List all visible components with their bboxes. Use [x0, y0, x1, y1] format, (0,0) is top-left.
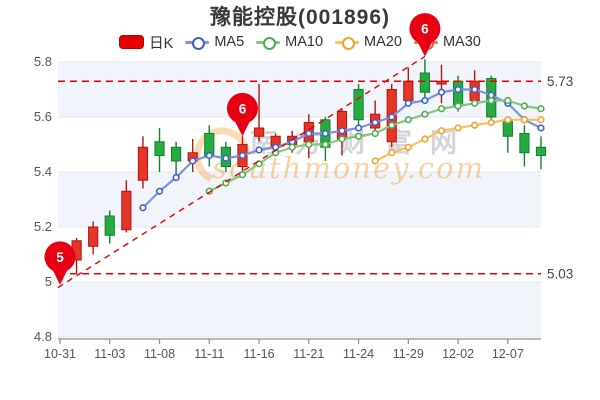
candle: [237, 136, 248, 172]
price-marker-label: 5: [56, 250, 64, 265]
reference-line-label: 5.03: [547, 266, 573, 281]
candle: [336, 108, 348, 156]
legend-label: MA10: [285, 34, 324, 50]
x-axis-label: 10-31: [44, 347, 76, 361]
page-title: 豫能控股(001896): [209, 6, 391, 29]
y-axis-label: 5.2: [34, 219, 52, 234]
candle: [535, 136, 547, 170]
ma10-marker-icon: [256, 37, 281, 50]
chart-legend: 日K MA5 MA10 MA20 MA30: [0, 31, 600, 53]
candle: [419, 59, 430, 101]
candle: [452, 75, 464, 112]
y-axis-label: 5.6: [34, 109, 52, 124]
legend-item-ma20[interactable]: MA20: [335, 34, 402, 50]
candle: [121, 180, 132, 233]
legend-item-daily-k[interactable]: 日K: [119, 32, 173, 53]
candle: [502, 117, 513, 153]
candle: [187, 139, 198, 172]
candle: [436, 64, 447, 104]
candle: [154, 128, 165, 172]
legend-label: MA5: [214, 34, 245, 50]
candle: [353, 84, 364, 126]
x-axis-label: 11-21: [293, 347, 324, 361]
x-axis-label: 11-16: [244, 347, 275, 361]
candle: [253, 84, 265, 142]
ma5-marker-icon: [185, 37, 210, 50]
candle: [386, 84, 397, 148]
legend-item-ma30[interactable]: MA30: [413, 34, 481, 50]
candle: [370, 100, 381, 137]
y-axis-label: 5.8: [34, 54, 52, 69]
watermark: [193, 127, 251, 185]
x-axis-label: 11-24: [343, 347, 374, 361]
legend-label: MA30: [442, 34, 481, 50]
ma30-marker-icon: [413, 37, 438, 50]
watermark-latin: southmoney.com: [212, 151, 485, 185]
ma-line-ma5: [139, 85, 545, 212]
legend-label: 日K: [149, 35, 174, 52]
candle: [54, 249, 66, 274]
candle: [171, 141, 182, 178]
legend-item-ma10[interactable]: MA10: [256, 34, 323, 50]
ma-line-ma10: [205, 96, 545, 195]
candle: [137, 136, 149, 189]
ma-line-ma20: [371, 116, 545, 165]
daily-k-swatch-icon: [119, 35, 145, 49]
ma20-marker-icon: [335, 37, 360, 50]
candle: [270, 133, 281, 156]
candle: [71, 238, 82, 274]
x-axis-label: 11-11: [194, 347, 224, 361]
candle: [403, 67, 414, 106]
candle: [320, 117, 331, 161]
trend-line: [57, 55, 426, 289]
price-marker-balloon: [44, 241, 76, 285]
candle: [287, 130, 298, 153]
x-axis-label: 11-29: [393, 347, 424, 361]
legend-item-ma5[interactable]: MA5: [185, 34, 244, 50]
y-axis-label: 5.4: [34, 164, 52, 179]
price-marker-balloon: [226, 92, 258, 137]
candle: [519, 125, 530, 167]
candle: [469, 70, 480, 106]
candle: [303, 114, 314, 159]
candle: [486, 75, 497, 123]
candle: [88, 221, 99, 255]
candle: [204, 125, 215, 167]
plot-band: [58, 62, 541, 117]
legend-label: MA20: [364, 34, 402, 50]
candle: [220, 141, 231, 172]
x-axis-label: 11-03: [94, 347, 125, 361]
y-axis-label: 5: [45, 274, 52, 289]
plot-band: [58, 172, 541, 227]
x-axis-label: 11-08: [144, 347, 175, 361]
plot-band: [58, 282, 541, 337]
price-marker-label: 6: [239, 101, 247, 116]
x-axis-label: 12-07: [492, 347, 524, 361]
watermark-logo-icon: [193, 127, 251, 185]
watermark-cjk: 南方财富网: [250, 127, 475, 158]
y-axis-label: 4.8: [34, 329, 52, 344]
x-axis-label: 12-02: [442, 347, 474, 361]
reference-line-label: 5.73: [547, 74, 573, 89]
candle: [104, 210, 115, 244]
